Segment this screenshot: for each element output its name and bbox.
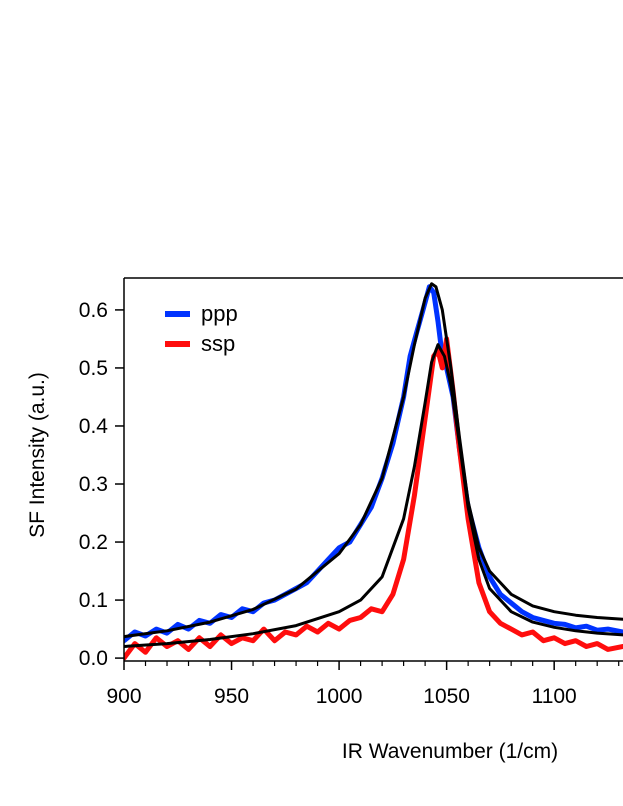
y-axis-title: SF Intensity (a.u.)	[26, 372, 49, 538]
series-line-ssp-fit	[124, 343, 623, 648]
series-line-ssp	[124, 336, 623, 661]
y-tick-label: 0.1	[79, 589, 108, 612]
y-tick-label: 0.0	[79, 647, 108, 670]
x-tick-label: 1050	[423, 685, 470, 708]
x-tick-label: 1000	[316, 685, 363, 708]
x-tick-label: 1100	[532, 685, 577, 708]
legend-label-ssp: ssp	[201, 331, 235, 356]
series-line-ppp-fit	[124, 282, 623, 639]
y-tick-label: 0.4	[79, 415, 109, 438]
plot-lines	[124, 282, 623, 661]
axes: 0.0 0.1 0.2 0.3 0.4 0.5 0.6 900 950 1000 1050 1100	[79, 277, 623, 708]
y-tick-label: 0.6	[79, 299, 108, 322]
x-axis-title: IR Wavenumber (1/cm)	[342, 740, 558, 763]
x-tick-label: 900	[106, 685, 141, 708]
y-tick-label: 0.3	[79, 473, 108, 496]
legend-label-ppp: ppp	[201, 301, 238, 326]
y-tick-label: 0.2	[79, 531, 108, 554]
y-tick-label: 0.5	[79, 357, 108, 380]
legend: ppp ssp	[165, 301, 238, 356]
x-tick-label: 950	[214, 685, 249, 708]
